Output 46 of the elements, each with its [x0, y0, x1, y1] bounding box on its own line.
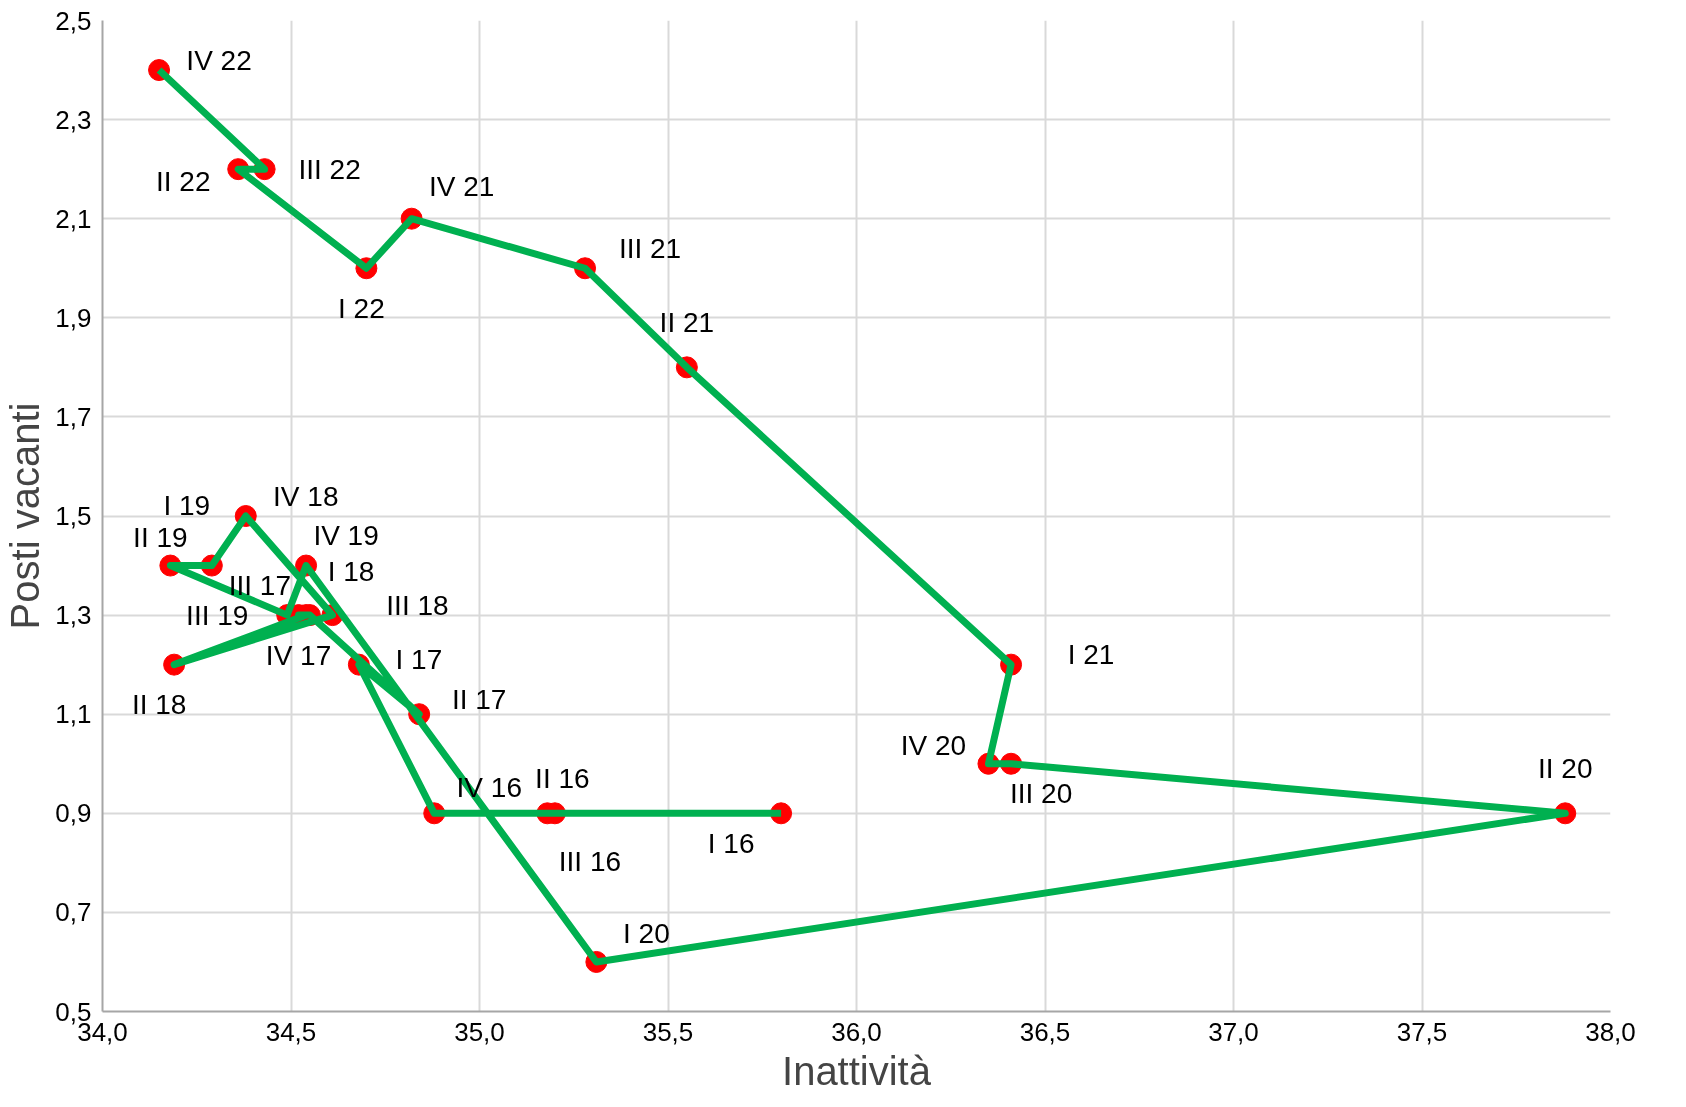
- data-label: III 16: [558, 845, 622, 877]
- y-tick-label: 1,3: [55, 600, 92, 631]
- x-tick-label: 35,0: [454, 1016, 505, 1047]
- data-label: II 22: [155, 165, 211, 197]
- data-label: II 18: [131, 689, 187, 721]
- x-axis-title: Inattività: [782, 1048, 932, 1093]
- data-label: I 18: [327, 555, 375, 587]
- data-label: II 21: [659, 306, 715, 338]
- data-label: I 21: [1067, 639, 1115, 671]
- data-label: IV 20: [900, 730, 967, 762]
- data-label: II 20: [1538, 752, 1593, 784]
- data-label: II 16: [535, 762, 590, 794]
- data-label: II 19: [133, 522, 188, 554]
- y-tick-label: 2,5: [55, 5, 92, 36]
- data-label: III 21: [618, 232, 682, 264]
- x-tick-label: 38,0: [1585, 1016, 1636, 1047]
- y-tick-label: 1,1: [55, 699, 92, 730]
- x-tick-label: 37,5: [1396, 1016, 1448, 1047]
- x-tick-label: 35,5: [642, 1016, 694, 1047]
- data-label: III 18: [386, 589, 449, 621]
- y-axis-title: Posti vacanti: [3, 402, 48, 630]
- x-tick-label: 36,5: [1019, 1016, 1071, 1047]
- data-label: I 20: [623, 918, 670, 950]
- data-label: IV 18: [273, 480, 339, 512]
- y-tick-label: 0,9: [55, 798, 92, 829]
- data-label: IV 21: [428, 171, 495, 203]
- y-tick-label: 1,9: [55, 302, 92, 333]
- data-label: I 19: [163, 490, 211, 522]
- y-tick-label: 2,3: [55, 104, 92, 135]
- data-label: III 19: [186, 599, 249, 631]
- data-label: II 17: [451, 683, 507, 715]
- data-label: IV 17: [265, 639, 332, 671]
- y-tick-label: 0,7: [55, 897, 92, 928]
- data-label: I 16: [707, 827, 755, 859]
- data-label: IV 22: [186, 44, 252, 76]
- data-label: I 22: [338, 292, 385, 324]
- y-tick-label: 1,7: [55, 401, 92, 432]
- x-tick-label: 34,5: [265, 1016, 317, 1047]
- x-tick-label: 37,0: [1208, 1016, 1259, 1047]
- data-label: III 22: [298, 153, 361, 185]
- y-tick-label: 1,5: [55, 501, 92, 531]
- x-tick-label: 36,0: [831, 1016, 882, 1047]
- data-label: I 17: [395, 644, 443, 676]
- data-label: IV 19: [313, 520, 379, 552]
- y-tick-label: 2,1: [55, 203, 92, 234]
- data-label: III 20: [1009, 778, 1073, 810]
